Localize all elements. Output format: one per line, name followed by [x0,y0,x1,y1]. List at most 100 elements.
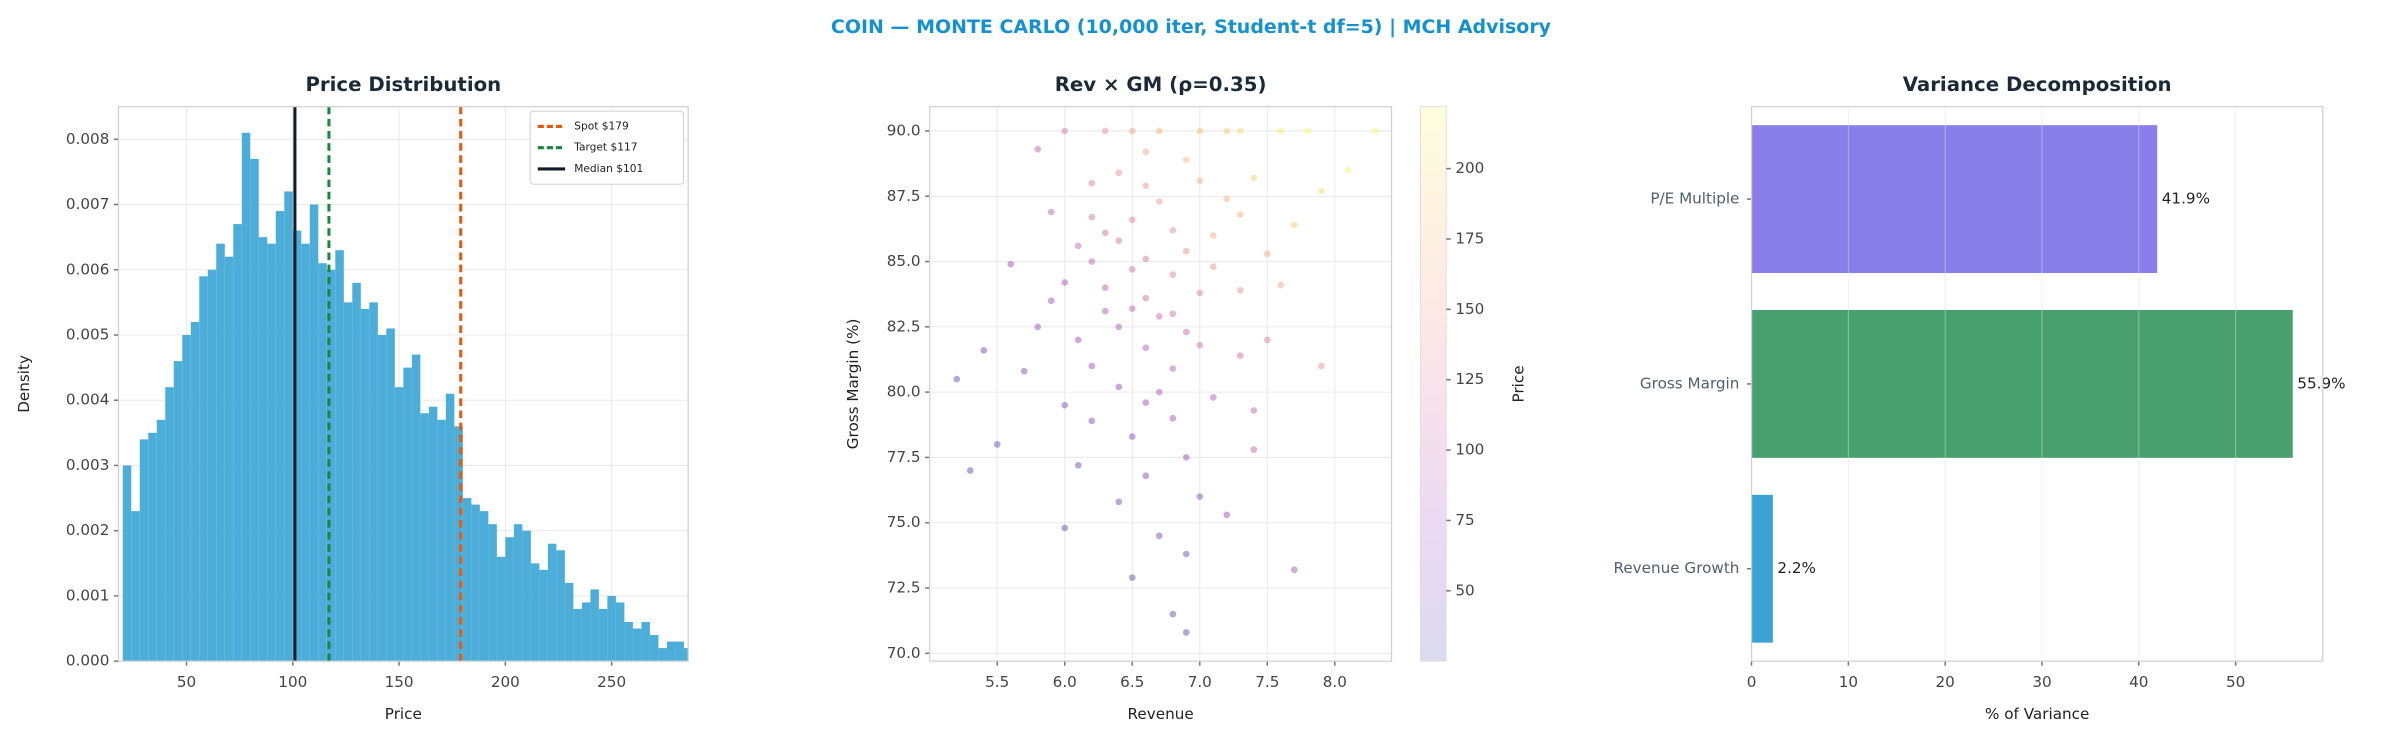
x-tick-label: 200 [491,673,520,691]
bar [1751,494,1773,643]
hist-bar [607,595,616,662]
scatter-point [1128,127,1136,135]
hist-bar [428,406,438,662]
scatter-point [1223,511,1231,519]
bar [1751,125,2158,274]
hist-bar [131,511,140,662]
hist-bar [182,334,191,662]
scatter-point [1196,493,1204,500]
scatter-point [1142,148,1150,156]
hist-bar [649,635,659,662]
scatter-point [1169,414,1177,422]
category-label: Revenue Growth [1613,559,1739,577]
scatter-point [1061,524,1069,532]
hist-bar [284,191,293,662]
scatter-point [1088,213,1096,221]
scatter-point [1290,566,1298,574]
hist-bar [318,263,327,662]
x-tick-label: 7.0 [1188,673,1212,691]
hist-bar [360,308,370,662]
legend-label: Target $117 [573,141,637,154]
hist-bar [496,556,506,662]
hist-bar [513,524,523,662]
scatter-point [1115,237,1123,244]
scatter-point [1101,229,1109,237]
scatter-point [1277,127,1285,135]
scatter-point [966,467,974,474]
x-axis-label: Price [385,705,422,723]
scatter-point [1088,179,1096,187]
hist-bar [190,321,200,662]
scatter-point [1263,336,1271,344]
y-tick-label: 72.5 [887,579,921,597]
scatter-point [1169,226,1177,234]
colorbar-tick-label: 50 [1455,581,1474,599]
hist-bar [683,648,689,662]
scatter-point [1155,313,1163,320]
scatter-point [1047,297,1055,305]
y-tick-label: 70.0 [887,644,921,662]
scatter-point [1142,294,1150,302]
hist-bar [666,641,676,662]
x-tick-label: 250 [597,673,626,691]
hist-bar [403,367,412,662]
hist-bar [547,543,557,662]
scatter-point [1182,550,1190,558]
x-tick-label: 8.0 [1323,673,1347,691]
x-axis-label: % of Variance [1985,705,2089,723]
scatter-point [1277,281,1285,289]
scatter-point [1169,310,1177,318]
scatter-point [1047,208,1055,216]
scatter-point [1034,323,1042,331]
value-label: 55.9% [2297,374,2345,392]
hist-bar [216,243,225,662]
hist-bar [632,628,642,662]
scatter-point [1101,127,1109,135]
colorbar-tick-label: 100 [1455,441,1484,459]
y-tick-label: 0.002 [66,521,109,539]
scatter-point [1128,266,1136,273]
hist-bar [292,230,302,662]
scatter-point [1155,388,1163,396]
scatter-point [1142,344,1150,352]
hist-bar [139,439,149,662]
hist-bar [369,302,378,662]
hist-bar [301,243,310,662]
hist-bar [539,569,548,662]
y-axis-label: Gross Margin (%) [844,319,862,450]
scatter-point [1061,279,1069,286]
scatter-point [1263,250,1271,258]
scatter-point [1128,305,1136,312]
y-tick-label: 0.001 [66,586,109,604]
plot-frame [929,106,1393,662]
y-axis-label: Density [15,355,33,413]
legend-label: Spot $179 [574,119,629,132]
plot-frame [1750,106,2324,662]
scatter-point [1088,258,1096,265]
scatter-point [1169,610,1177,618]
scatter-point [1250,407,1258,414]
scatter-point [1182,247,1190,255]
hist-bar [624,622,633,662]
scatter-point [1182,629,1190,636]
scatter-point [1209,394,1217,401]
scatter-point [1155,532,1163,540]
y-tick-label: 85.0 [887,252,921,270]
y-tick-label: 80.0 [887,383,921,401]
hist-bar [258,237,268,662]
x-axis-label: Revenue [1128,705,1194,723]
x-tick-label: 10 [1839,673,1858,691]
scatter-point [1142,182,1150,190]
y-tick-label: 0.008 [66,130,109,148]
scatter-point [1344,166,1352,174]
scatter-point [1196,289,1204,297]
hist-bar [556,550,565,662]
hist-bar [335,250,344,662]
hist-bar [564,582,574,662]
legend-label: Median $101 [574,162,643,175]
scatter-point [1074,242,1082,250]
scatter-point [1115,383,1123,391]
hist-bar [581,602,591,662]
scatter-point [1317,187,1325,195]
